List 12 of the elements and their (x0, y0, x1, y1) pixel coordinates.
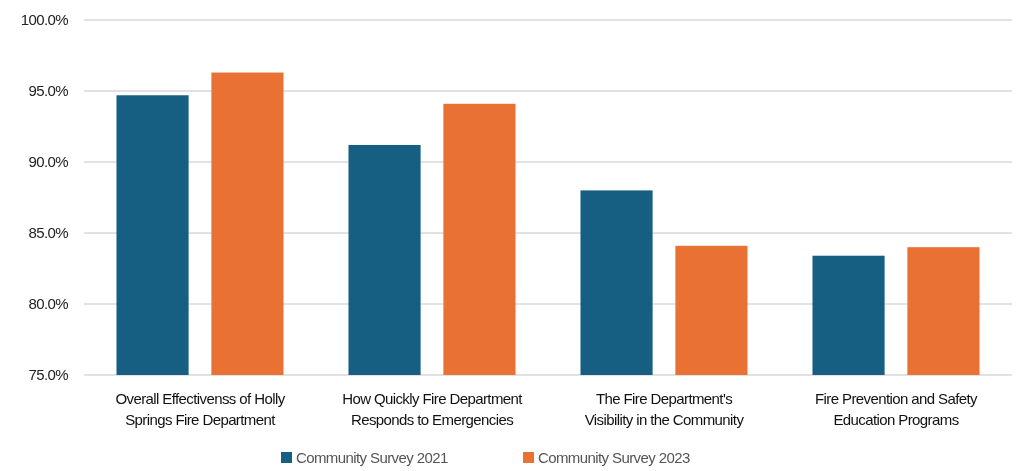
x-tick-label: Fire Prevention and Safety Education Programs (815, 390, 979, 428)
legend-label: Community Survey 2023 (538, 449, 690, 466)
y-tick-label: 90.0% (28, 153, 69, 171)
y-tick-label: 95.0% (28, 82, 69, 100)
y-tick-label: 75.0% (28, 366, 69, 384)
x-tick-label: The Fire Department's Visibility in the Community (584, 390, 745, 428)
legend-label: Community Survey 2021 (296, 449, 448, 466)
y-tick-label: 80.0% (28, 295, 69, 313)
x-tick-label: Overall Effectivenss of Holly Springs Fire Department (115, 390, 286, 428)
y-tick-label: 100.0% (20, 11, 69, 29)
y-tick-label: 85.0% (28, 224, 69, 242)
x-tick-label: How Quickly Fire Department Responds to Emergencies (342, 390, 524, 428)
